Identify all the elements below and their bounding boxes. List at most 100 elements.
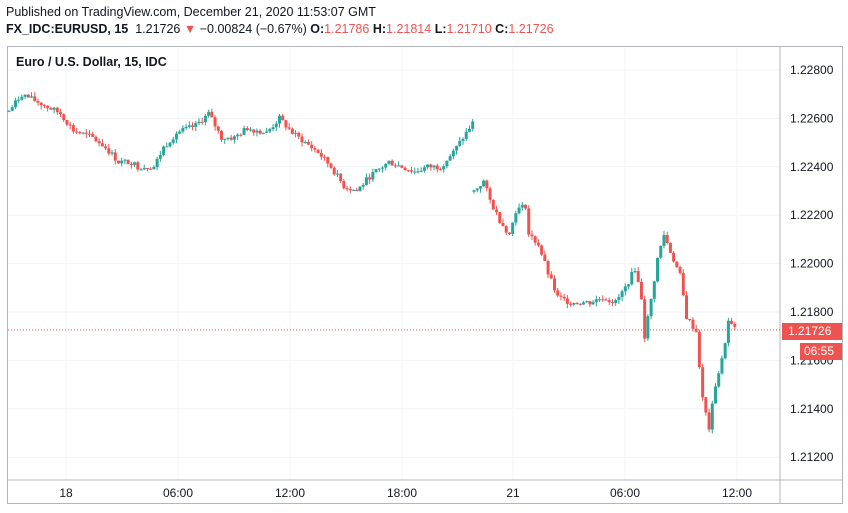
candle-body [229, 137, 233, 140]
candle-body [514, 213, 518, 223]
candle-body [633, 271, 637, 273]
candle-body [643, 299, 647, 339]
candle-body [543, 254, 547, 262]
candle-body [520, 204, 524, 208]
candle-body [162, 146, 166, 155]
candle-body [429, 164, 433, 168]
price-change: −0.00824 (−0.67%) [199, 22, 307, 36]
chart-frame[interactable] [7, 46, 843, 504]
candle-body [310, 144, 314, 149]
candle-body [387, 160, 391, 164]
candle-body [42, 105, 46, 107]
candle-body [245, 128, 249, 131]
candle-body [65, 119, 69, 125]
candle-body [30, 96, 34, 98]
candle-body [71, 125, 75, 132]
candle-body [475, 188, 479, 191]
candle-body [358, 186, 362, 192]
candle-body [88, 133, 91, 135]
candle-body [223, 138, 227, 140]
candle-body [451, 150, 455, 157]
candle-body [656, 257, 660, 282]
candle-body [730, 320, 734, 324]
close-value: 1.21726 [508, 22, 554, 36]
candle-body [377, 168, 381, 170]
candle-body [17, 99, 21, 101]
candle-body [681, 273, 685, 296]
y-tick-label: 1.22800 [790, 63, 834, 77]
candle-body [174, 133, 178, 140]
candle-body [546, 261, 550, 275]
candle-body [265, 131, 269, 133]
candle-body [78, 132, 82, 134]
candle-body [36, 100, 40, 103]
candle-body [62, 114, 66, 120]
candle-body [435, 165, 439, 170]
candle-body [400, 165, 404, 168]
candle-body [406, 170, 410, 172]
candle-body [649, 298, 653, 317]
candle-body [720, 358, 724, 374]
candle-body [662, 234, 666, 246]
candle-body [323, 156, 327, 158]
candle-body [339, 173, 343, 182]
candle-body [675, 261, 679, 268]
candle-body [178, 131, 182, 134]
candle-body [636, 271, 640, 282]
candle-body [707, 412, 711, 430]
candle-body [733, 323, 737, 327]
candle-body [332, 167, 336, 175]
x-tick-label: 18 [59, 486, 73, 500]
candle-body [416, 171, 420, 173]
candle-body [410, 170, 413, 172]
candle-body [617, 297, 621, 301]
candle-body [133, 162, 137, 165]
chart-legend-title: Euro / U.S. Dollar, 15, IDC [16, 55, 167, 69]
candle-body [171, 139, 175, 143]
candle-body [413, 171, 417, 173]
candle-body [81, 132, 85, 134]
candle-body [271, 127, 275, 130]
candle-body [485, 180, 489, 189]
candle-body [297, 132, 301, 137]
candle-body [464, 131, 468, 139]
x-tick-label: 21 [506, 486, 520, 500]
candle-body [581, 302, 585, 305]
close-label: C: [495, 22, 509, 36]
candle-body [329, 163, 333, 168]
y-tick-label: 1.22000 [790, 257, 834, 271]
candle-body [390, 160, 394, 166]
candle-body [213, 117, 217, 127]
candle-body [94, 136, 98, 142]
candle-body [717, 373, 721, 387]
candle-body [585, 301, 589, 303]
candle-body [149, 168, 153, 170]
countdown-badge: 06:55 [800, 343, 842, 360]
candle-body [704, 397, 708, 413]
candle-body [384, 163, 388, 168]
candle-body [120, 160, 124, 164]
candle-body [445, 160, 449, 167]
candle-body [23, 94, 27, 97]
candle-body [471, 121, 475, 129]
candle-body [181, 128, 185, 132]
y-tick-label: 1.22400 [790, 160, 834, 174]
candle-body [511, 222, 515, 234]
candle-body [207, 111, 211, 116]
candle-body [726, 320, 730, 344]
candle-body [348, 188, 352, 191]
x-tick-label: 12:00 [275, 486, 305, 500]
candle-body [46, 105, 50, 109]
candle-body [290, 128, 294, 134]
high-label: H: [372, 22, 387, 36]
x-tick-label: 18:00 [387, 486, 417, 500]
candle-body [258, 130, 262, 134]
open-label: O: [310, 22, 325, 36]
candle-body [142, 168, 146, 170]
candle-body [75, 131, 79, 133]
candle-body [184, 126, 188, 129]
candle-body [472, 190, 476, 192]
candle-body [7, 110, 11, 112]
candle-body [491, 199, 495, 210]
